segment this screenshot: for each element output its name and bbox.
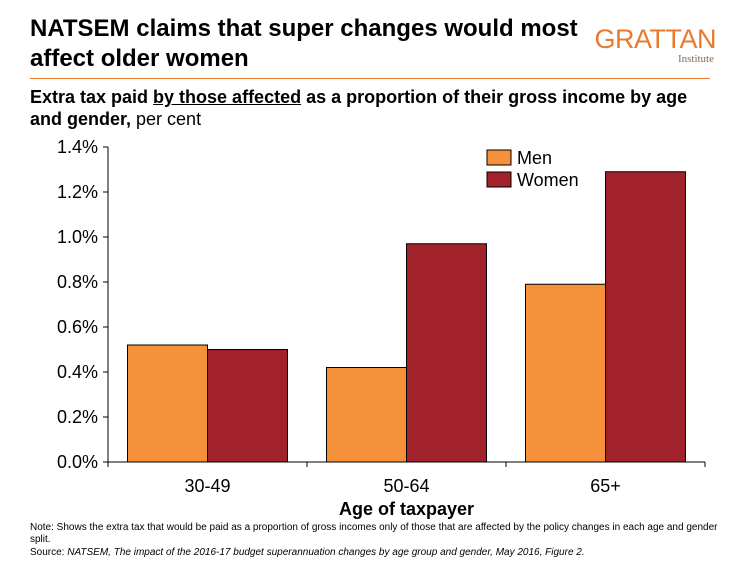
- source-note: Source: NATSEM, The impact of the 2016-1…: [30, 547, 730, 559]
- grattan-logo: GRATTAN Institute: [586, 24, 717, 65]
- y-tick-label: 0.6%: [57, 317, 98, 337]
- subtitle-underlined: by those affected: [153, 87, 302, 107]
- logo-subtext: Institute: [677, 53, 714, 65]
- y-tick-label: 0.2%: [57, 407, 98, 427]
- y-tick-label: 0.8%: [57, 272, 98, 292]
- x-tick-label: 50-64: [383, 476, 429, 496]
- title-divider: [30, 78, 710, 79]
- y-tick-label: 1.4%: [57, 137, 98, 157]
- legend-label-men: Men: [517, 148, 552, 168]
- x-tick-label: 65+: [590, 476, 621, 496]
- legend-swatch-women: [486, 171, 512, 188]
- bar-women-65+: [605, 171, 686, 463]
- legend-swatch-men: [486, 149, 512, 166]
- y-tick-label: 0.0%: [57, 452, 98, 472]
- y-tick-label: 0.4%: [57, 362, 98, 382]
- bar-women-50-64: [406, 243, 487, 463]
- source-text: NATSEM, The impact of the 2016-17 budget…: [67, 547, 585, 558]
- legend-label-women: Women: [517, 170, 579, 190]
- x-axis-label: Age of taxpayer: [339, 499, 474, 519]
- bar-chart: 30-49 50-64 65+ 0.0% 0.2% 0.4% 0.6% 0.8% 1.0% 1.2…: [57, 137, 706, 519]
- chart-title: NATSEM claims that super changes would m…: [30, 15, 578, 72]
- subtitle-part2: as a proportion of their gross income by…: [30, 87, 688, 129]
- x-tick-label: 30-49: [184, 476, 230, 496]
- subtitle-unit: per cent: [131, 109, 202, 129]
- bar-women-30-49: [207, 349, 288, 463]
- subtitle-bold: Extra tax paid by those affected as a pr…: [30, 87, 687, 129]
- bar-men-50-64: [326, 367, 407, 463]
- footnote: Note: Shows the extra tax that would be …: [30, 522, 718, 545]
- y-tick-label: 1.2%: [57, 182, 98, 202]
- source-label: Source:: [30, 547, 68, 558]
- chart-subtitle: Extra tax paid by those affected as a pr…: [30, 86, 720, 130]
- bar-men-30-49: [127, 344, 208, 463]
- bar-men-65+: [525, 283, 606, 463]
- logo-wordmark: GRATTAN: [594, 24, 717, 54]
- y-tick-label: 1.0%: [57, 227, 98, 247]
- subtitle-part1: Extra tax paid: [30, 87, 154, 107]
